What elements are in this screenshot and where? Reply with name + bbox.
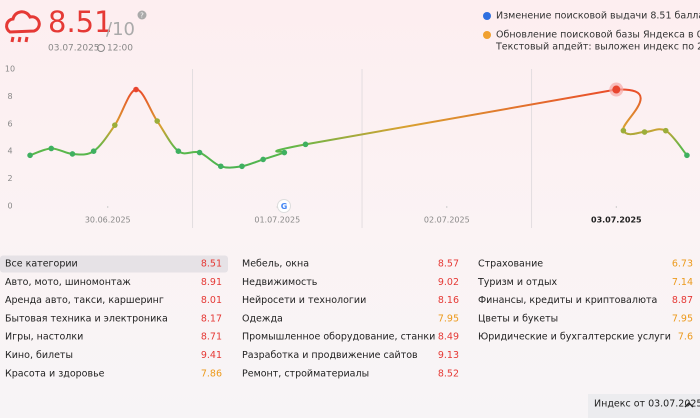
category-name[interactable]: Страхование — [478, 259, 543, 270]
clock-icon — [97, 44, 105, 52]
category-name[interactable]: Аренда авто, такси, каршеринг — [5, 295, 164, 306]
notice-text: Текстовый апдейт: выложен индекс по 27.0… — [495, 42, 700, 53]
notice-text: Изменение поисковой выдачи 8.51 балла в … — [496, 11, 700, 22]
category-table: Все категории 8.51 Авто, мото, шиномонтаж 8… — [0, 255, 693, 379]
category-name[interactable]: Кино, билеты — [5, 350, 73, 361]
category-score[interactable]: 7.14 — [672, 277, 693, 288]
point[interactable] — [662, 127, 669, 134]
category-score[interactable]: 7.86 — [201, 368, 222, 379]
chart: 0 2 4 6 8 10 30.06.2025 01.07.2025 02.07.2025 03.… — [5, 65, 690, 228]
index-button-label[interactable]: Индекс от 03.07.2025 — [594, 399, 700, 410]
category-name[interactable]: Бытовая техника и электроника — [5, 313, 168, 324]
point[interactable] — [302, 141, 309, 148]
score-max: /10 — [106, 19, 135, 40]
category-name[interactable]: Красота и здоровье — [5, 368, 105, 379]
point[interactable] — [27, 152, 33, 159]
point[interactable] — [239, 163, 245, 170]
point[interactable] — [175, 148, 182, 154]
category-name[interactable]: Мебель, окна — [242, 259, 309, 270]
category-name[interactable]: Игры, настолки — [5, 332, 83, 343]
category-name[interactable]: Цветы и букеты — [478, 313, 558, 324]
point[interactable] — [620, 127, 627, 134]
category-score[interactable]: 6.73 — [672, 259, 693, 270]
category-name[interactable]: Все категории — [5, 259, 78, 270]
category-score[interactable]: 7.6 — [678, 332, 693, 343]
category-score[interactable]: 7.95 — [672, 313, 693, 324]
point[interactable] — [69, 151, 76, 157]
row-highlight — [0, 255, 228, 273]
x-tick-label: 01.07.2025 — [254, 216, 300, 225]
date: 03.07.2025 — [48, 44, 100, 54]
point[interactable] — [684, 152, 690, 159]
y-tick-label: 6 — [7, 119, 12, 128]
category-name[interactable]: Разработка и продвижение сайтов — [242, 350, 418, 361]
x-tick-label: 02.07.2025 — [424, 216, 470, 225]
y-tick-label: 2 — [7, 174, 12, 183]
point[interactable] — [641, 129, 648, 135]
category-score[interactable]: 8.16 — [438, 295, 459, 306]
point[interactable] — [48, 145, 55, 152]
help-icon[interactable] — [137, 10, 147, 20]
point[interactable] — [260, 156, 266, 163]
time: 12:00 — [107, 44, 133, 54]
y-tick-label: 4 — [7, 147, 12, 156]
category-score[interactable]: 8.87 — [672, 295, 693, 306]
google-icon-g: G — [281, 202, 288, 211]
notice-icon — [483, 12, 491, 20]
point[interactable] — [90, 148, 97, 154]
point[interactable] — [612, 85, 621, 94]
y-tick-label: 0 — [7, 202, 12, 211]
x-tick-label: 30.06.2025 — [85, 216, 131, 225]
category-name[interactable]: Промышленное оборудование, станки — [242, 332, 435, 343]
weather-icon — [5, 10, 41, 43]
point[interactable] — [154, 118, 160, 124]
category-name[interactable]: Юридические и бухгалтерские услуги — [478, 332, 671, 343]
category-name[interactable]: Нейросети и технологии — [242, 295, 366, 306]
category-score[interactable]: 9.02 — [438, 277, 459, 288]
chevron[interactable] — [684, 402, 694, 408]
notice-icon — [483, 31, 491, 39]
point[interactable] — [133, 86, 139, 93]
notice-text: Обновление поисковой базы Яндекса в 05:0… — [496, 30, 700, 41]
category-score[interactable]: 9.41 — [201, 350, 222, 361]
category-score[interactable]: 8.01 — [201, 295, 222, 306]
x-tick-label: 03.07.2025 — [591, 216, 642, 225]
category-name[interactable]: Туризм и отдых — [477, 277, 557, 288]
google-icon — [277, 199, 291, 213]
point[interactable] — [196, 149, 203, 156]
notices: Изменение поисковой выдачи 8.51 балла в … — [483, 11, 700, 53]
category-name[interactable]: Недвижимость — [242, 277, 318, 288]
category-name[interactable]: Авто, мото, шиномонтаж — [5, 277, 131, 288]
score: 8.51 — [48, 5, 113, 39]
help-text[interactable]: ? — [140, 12, 144, 20]
point[interactable] — [112, 122, 118, 128]
category-score[interactable]: 8.51 — [201, 259, 222, 270]
y-tick-label: 8 — [7, 92, 12, 101]
category-score[interactable]: 9.13 — [438, 350, 459, 361]
category-score[interactable]: 8.91 — [201, 277, 222, 288]
category-score[interactable]: 8.52 — [438, 368, 459, 379]
category-score[interactable]: 8.57 — [438, 259, 459, 270]
category-name[interactable]: Одежда — [242, 313, 283, 324]
category-score[interactable]: 8.71 — [201, 332, 222, 343]
y-tick-label: 10 — [5, 65, 15, 74]
index-button[interactable] — [588, 394, 700, 418]
category-score[interactable]: 8.49 — [438, 332, 459, 343]
category-name[interactable]: Ремонт, стройматериалы — [242, 368, 369, 379]
category-score[interactable]: 8.17 — [201, 313, 222, 324]
category-name[interactable]: Финансы, кредиты и криптовалюта — [478, 295, 657, 306]
category-score[interactable]: 7.95 — [438, 313, 459, 324]
point[interactable] — [281, 149, 288, 156]
point[interactable] — [217, 163, 224, 170]
